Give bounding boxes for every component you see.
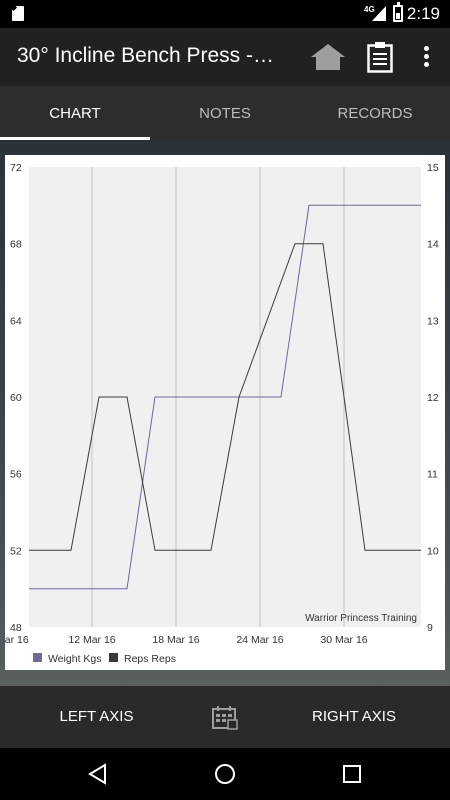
line-chart: 6 Mar 16 12 Mar 16 18 Mar 16 24 Mar 16 30 Ma… (5, 162, 439, 665)
home-icon[interactable] (310, 43, 346, 71)
right-axis-tick-label: 10 (427, 545, 439, 557)
right-axis-tick-label: 13 (427, 315, 439, 327)
series-line-weight (29, 204, 421, 590)
x-tick-label: 30 Mar 16 (320, 634, 367, 646)
home-circle-icon[interactable] (213, 762, 237, 786)
left-axis-tick-label: 48 (10, 622, 22, 634)
chart-watermark: Warrior Princess Training (305, 613, 417, 624)
bottom-toolbar: LEFT AXIS RIGHT AXIS (0, 686, 450, 748)
left-axis-tick-label: 56 (10, 469, 22, 481)
left-axis-tick-label: 68 (10, 239, 22, 251)
series-line-reps (29, 243, 421, 551)
right-axis-tick-label: 9 (427, 622, 433, 634)
x-tick-label: 12 Mar 16 (68, 634, 115, 646)
back-icon[interactable] (86, 762, 110, 786)
navigation-bar (0, 748, 450, 800)
legend: Weight Kgs Reps Reps (33, 653, 176, 665)
status-bar: 4G 2:19 (0, 0, 450, 28)
clock: 2:19 (406, 4, 440, 23)
app-bar: 30° Incline Bench Press -… (0, 28, 450, 86)
tick-labels: 6 Mar 16 12 Mar 16 18 Mar 16 24 Mar 16 30 Ma… (5, 162, 439, 646)
signal-icon (372, 6, 386, 21)
network-type: 4G (364, 5, 375, 14)
battery-icon (393, 2, 403, 22)
sd-card-icon (12, 6, 24, 21)
chart-card: 6 Mar 16 12 Mar 16 18 Mar 16 24 Mar 16 30 Ma… (5, 155, 445, 670)
x-tick-label: 6 Mar 16 (5, 634, 29, 646)
recents-icon[interactable] (340, 762, 364, 786)
x-tick-label: 18 Mar 16 (152, 634, 199, 646)
legend-label: Weight Kgs (48, 653, 102, 665)
left-axis-button[interactable]: LEFT AXIS (59, 708, 134, 725)
right-axis-tick-label: 11 (427, 469, 438, 481)
left-axis-tick-label: 52 (10, 545, 22, 557)
legend-label: Reps Reps (124, 653, 176, 665)
right-axis-tick-label: 15 (427, 162, 439, 174)
tab-chart[interactable]: CHART (0, 86, 150, 140)
series-lines (29, 204, 421, 590)
x-tick-label: 24 Mar 16 (236, 634, 283, 646)
tab-records[interactable]: RECORDS (337, 105, 413, 122)
left-axis-tick-label: 72 (10, 162, 22, 174)
right-axis-tick-label: 12 (427, 392, 439, 404)
left-axis-tick-label: 60 (10, 392, 22, 404)
page-title: 30° Incline Bench Press -… (17, 44, 275, 67)
overflow-menu-icon[interactable] (418, 46, 434, 70)
right-axis-button[interactable]: RIGHT AXIS (312, 708, 396, 725)
tab-bar: CHART NOTES RECORDS (0, 86, 450, 140)
right-axis-tick-label: 14 (427, 239, 439, 251)
legend-swatch (33, 653, 42, 662)
legend-swatch (109, 653, 118, 662)
clipboard-icon[interactable] (367, 41, 393, 73)
tab-notes[interactable]: NOTES (199, 105, 251, 122)
calendar-icon[interactable] (212, 705, 238, 731)
left-axis-tick-label: 64 (10, 315, 22, 327)
